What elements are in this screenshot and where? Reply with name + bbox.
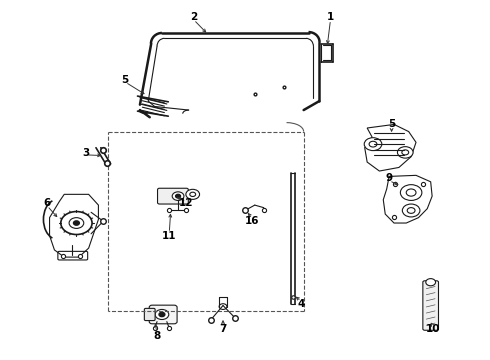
Circle shape [400,185,422,201]
Text: 4: 4 [297,299,305,309]
Circle shape [369,141,377,147]
Text: 10: 10 [426,324,441,334]
FancyBboxPatch shape [158,188,188,204]
Circle shape [69,218,84,228]
Circle shape [402,150,409,155]
Circle shape [397,147,413,158]
Text: 1: 1 [327,12,334,22]
FancyBboxPatch shape [149,305,177,324]
Text: 16: 16 [245,216,260,226]
Circle shape [186,189,199,199]
Circle shape [190,192,196,197]
Circle shape [159,312,165,317]
Circle shape [407,208,415,213]
Circle shape [406,189,416,196]
Text: 5: 5 [388,120,395,129]
Circle shape [74,221,79,225]
Circle shape [402,204,420,217]
Circle shape [172,192,184,201]
Circle shape [175,194,180,198]
Text: 3: 3 [83,148,90,158]
FancyBboxPatch shape [423,281,439,330]
Circle shape [155,310,169,319]
Circle shape [426,279,436,286]
Text: 9: 9 [386,173,392,183]
Text: 8: 8 [153,331,161,341]
FancyBboxPatch shape [145,309,155,320]
Text: 5: 5 [122,75,129,85]
Circle shape [364,138,382,150]
Text: 2: 2 [190,12,197,22]
Text: 11: 11 [162,231,176,240]
Text: 7: 7 [220,324,227,334]
Text: 12: 12 [179,198,194,208]
Circle shape [61,212,92,234]
Text: 6: 6 [44,198,51,208]
Circle shape [219,304,227,310]
